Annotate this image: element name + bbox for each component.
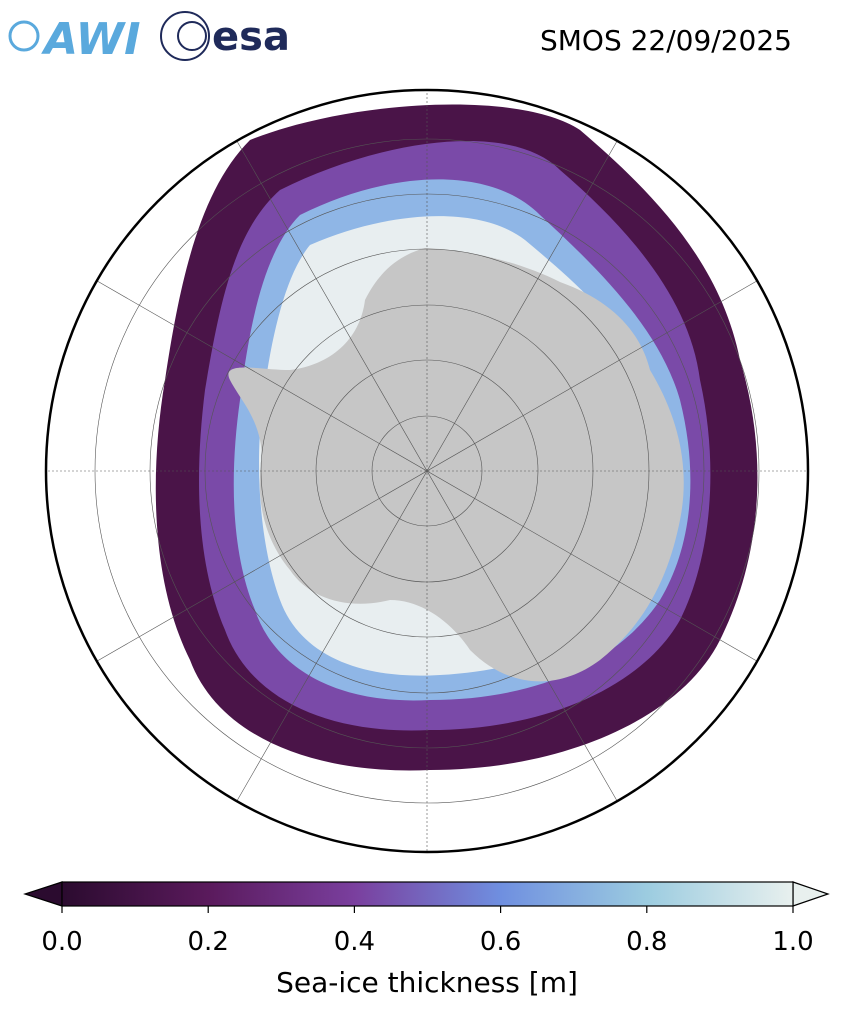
- colorbar-tick-label: 0.8: [626, 927, 667, 957]
- esa-logo: esa: [160, 11, 290, 61]
- awi-logo: AWI: [8, 14, 141, 65]
- logo-text: esa: [212, 14, 290, 60]
- colorbar-body: [61, 881, 794, 907]
- continent: [228, 248, 684, 682]
- colorbar-tick-label: 0.4: [334, 927, 375, 957]
- map: [46, 90, 808, 852]
- colorbar-extend-high: [792, 881, 830, 907]
- title: SMOS 22/09/2025: [540, 24, 792, 57]
- map-frame: [44, 88, 810, 854]
- colorbar-tick-label: 0.6: [480, 927, 521, 957]
- colorbar-tick-label: 0.2: [188, 927, 229, 957]
- colorbar-label: Sea-ice thickness [m]: [276, 966, 578, 999]
- graticule: [46, 90, 808, 852]
- colorbar: 0.0 0.2 0.4 0.6 0.8 1.0: [23, 881, 830, 957]
- colorbar-extend-low: [23, 881, 63, 907]
- logo-text: AWI: [41, 14, 141, 65]
- colorbar-tick-label: 1.0: [772, 927, 813, 957]
- colorbar-tick-label: 0.0: [41, 927, 82, 957]
